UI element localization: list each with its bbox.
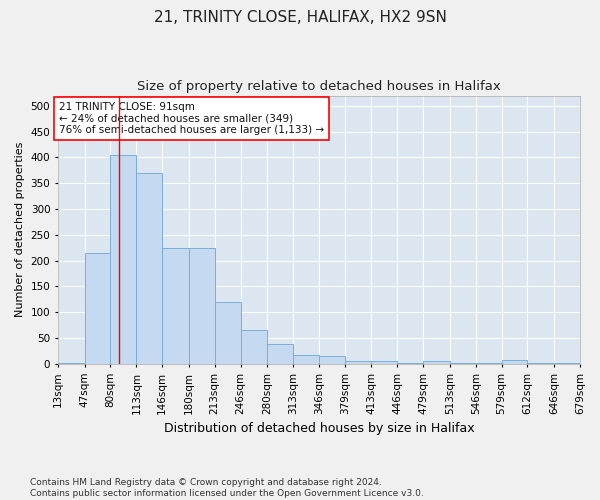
Bar <box>189 248 215 364</box>
Bar <box>397 363 423 364</box>
Bar <box>319 356 345 364</box>
Bar <box>110 155 136 364</box>
Bar <box>136 173 162 364</box>
Title: Size of property relative to detached houses in Halifax: Size of property relative to detached ho… <box>137 80 501 93</box>
Bar <box>554 363 580 364</box>
Bar <box>476 363 502 364</box>
Bar <box>58 363 85 364</box>
Y-axis label: Number of detached properties: Number of detached properties <box>15 142 25 318</box>
Text: Contains HM Land Registry data © Crown copyright and database right 2024.
Contai: Contains HM Land Registry data © Crown c… <box>30 478 424 498</box>
Bar <box>423 362 450 364</box>
Bar <box>85 253 110 364</box>
Bar <box>241 330 267 364</box>
Text: 21, TRINITY CLOSE, HALIFAX, HX2 9SN: 21, TRINITY CLOSE, HALIFAX, HX2 9SN <box>154 10 446 25</box>
Text: 21 TRINITY CLOSE: 91sqm
← 24% of detached houses are smaller (349)
76% of semi-d: 21 TRINITY CLOSE: 91sqm ← 24% of detache… <box>59 102 324 135</box>
Bar <box>345 362 371 364</box>
Bar <box>527 363 554 364</box>
Bar <box>502 360 527 364</box>
Bar <box>293 355 319 364</box>
Bar <box>267 344 293 364</box>
Bar <box>162 248 189 364</box>
X-axis label: Distribution of detached houses by size in Halifax: Distribution of detached houses by size … <box>164 422 474 435</box>
Bar <box>215 302 241 364</box>
Bar <box>371 362 397 364</box>
Bar <box>450 363 476 364</box>
